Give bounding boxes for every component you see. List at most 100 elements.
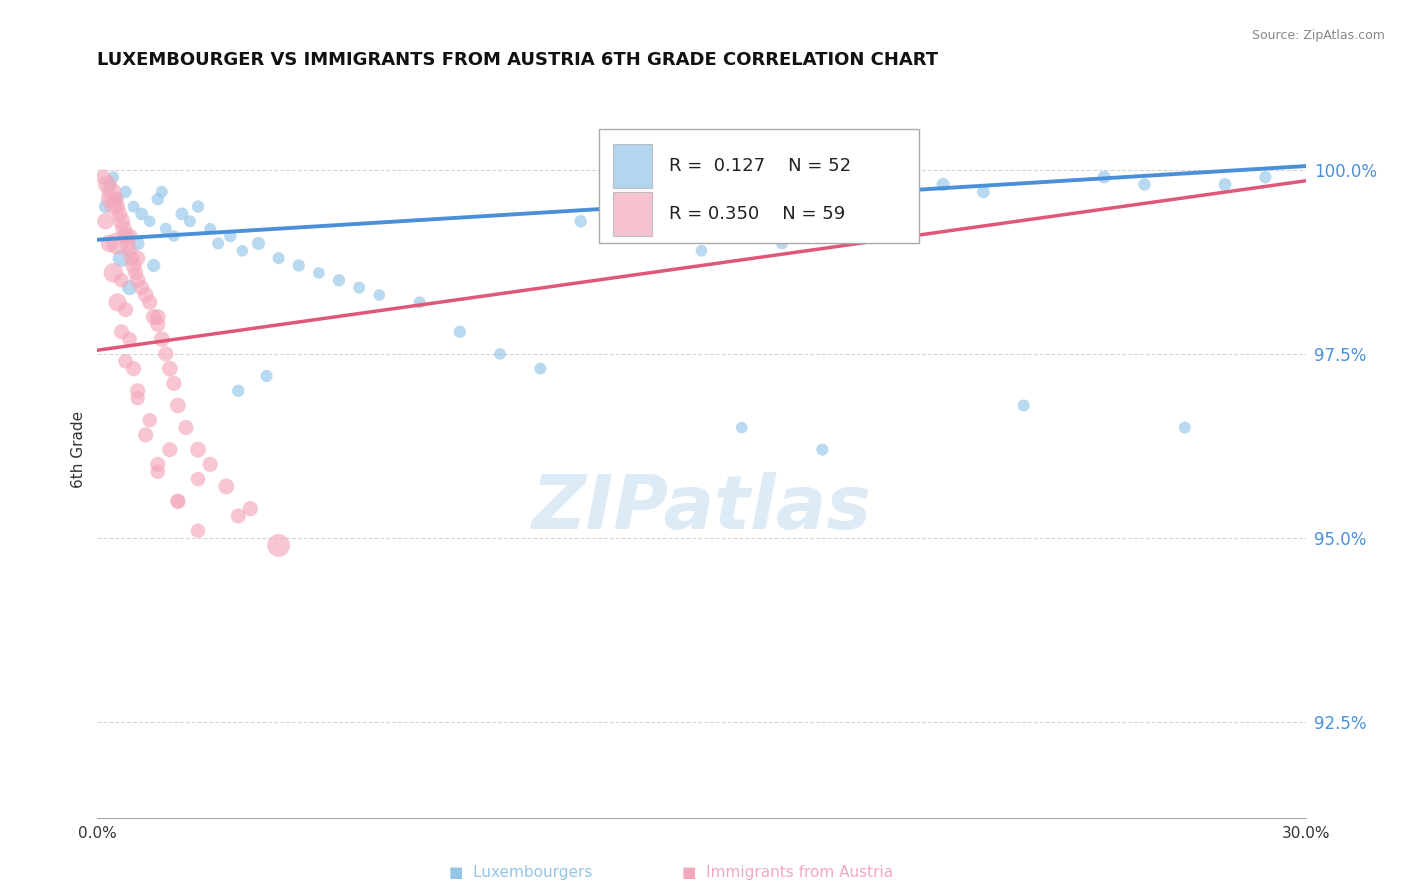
- Point: [146, 192, 169, 206]
- Text: R =  0.127    N = 52: R = 0.127 N = 52: [669, 157, 851, 175]
- Point: [107, 200, 129, 214]
- Text: Source: ZipAtlas.com: Source: ZipAtlas.com: [1251, 29, 1385, 42]
- Point: [121, 251, 143, 265]
- Point: [1133, 178, 1156, 192]
- Point: [122, 259, 145, 273]
- Point: [187, 200, 209, 214]
- Point: [100, 185, 122, 199]
- Point: [247, 236, 270, 251]
- Point: [98, 192, 121, 206]
- Point: [174, 420, 197, 434]
- Point: [138, 295, 160, 310]
- Point: [1254, 170, 1277, 185]
- Point: [114, 302, 136, 317]
- Point: [93, 170, 115, 185]
- Point: [167, 494, 190, 508]
- Point: [215, 479, 238, 493]
- Point: [138, 413, 160, 427]
- Point: [146, 465, 169, 479]
- Point: [114, 354, 136, 368]
- Point: [731, 420, 754, 434]
- Point: [1092, 170, 1115, 185]
- Point: [170, 207, 193, 221]
- Point: [103, 266, 125, 280]
- Point: [114, 229, 136, 244]
- Point: [167, 494, 190, 508]
- FancyBboxPatch shape: [613, 192, 652, 236]
- Point: [167, 399, 190, 413]
- Point: [135, 428, 157, 442]
- Point: [122, 200, 145, 214]
- Point: [1213, 178, 1236, 192]
- Point: [159, 361, 181, 376]
- Point: [159, 442, 181, 457]
- Point: [124, 266, 146, 280]
- Text: R = 0.350    N = 59: R = 0.350 N = 59: [669, 205, 845, 223]
- Point: [1174, 420, 1197, 434]
- Point: [107, 192, 129, 206]
- Point: [198, 221, 221, 235]
- Point: [449, 325, 471, 339]
- Point: [256, 369, 278, 384]
- Point: [103, 200, 125, 214]
- Point: [187, 442, 209, 457]
- Point: [98, 236, 121, 251]
- Point: [408, 295, 430, 310]
- Point: [138, 214, 160, 228]
- Y-axis label: 6th Grade: 6th Grade: [72, 411, 86, 488]
- Point: [489, 347, 512, 361]
- Text: LUXEMBOURGER VS IMMIGRANTS FROM AUSTRIA 6TH GRADE CORRELATION CHART: LUXEMBOURGER VS IMMIGRANTS FROM AUSTRIA …: [97, 51, 938, 69]
- Point: [127, 384, 149, 398]
- Point: [155, 347, 177, 361]
- Point: [96, 178, 118, 192]
- Point: [155, 221, 177, 235]
- Point: [1012, 399, 1035, 413]
- Point: [110, 325, 132, 339]
- Point: [108, 207, 131, 221]
- Point: [107, 236, 129, 251]
- Point: [163, 376, 186, 391]
- Point: [127, 236, 149, 251]
- FancyBboxPatch shape: [599, 129, 920, 244]
- Point: [131, 280, 153, 294]
- Point: [529, 361, 551, 376]
- Point: [150, 185, 173, 199]
- Point: [207, 236, 229, 251]
- Point: [118, 229, 141, 244]
- Point: [127, 391, 149, 405]
- Point: [163, 229, 186, 244]
- Point: [179, 214, 201, 228]
- Point: [146, 318, 169, 332]
- Point: [122, 361, 145, 376]
- Point: [347, 280, 370, 294]
- Point: [110, 214, 132, 228]
- Point: [610, 221, 633, 235]
- Point: [368, 288, 391, 302]
- Point: [118, 280, 141, 294]
- Point: [146, 310, 169, 324]
- Point: [104, 192, 127, 206]
- Point: [650, 229, 672, 244]
- Point: [94, 200, 117, 214]
- Point: [239, 501, 262, 516]
- Point: [308, 266, 330, 280]
- Point: [690, 244, 713, 258]
- Text: ■  Immigrants from Austria: ■ Immigrants from Austria: [682, 865, 893, 880]
- Point: [198, 458, 221, 472]
- Point: [187, 472, 209, 486]
- Point: [287, 259, 309, 273]
- Point: [219, 229, 242, 244]
- FancyBboxPatch shape: [613, 144, 652, 188]
- Point: [110, 251, 132, 265]
- Point: [569, 214, 592, 228]
- Point: [94, 214, 117, 228]
- Point: [118, 244, 141, 258]
- Point: [118, 332, 141, 346]
- Point: [107, 295, 129, 310]
- Point: [811, 442, 834, 457]
- Text: ZIPatlas: ZIPatlas: [531, 472, 872, 545]
- Point: [127, 273, 149, 287]
- Point: [112, 221, 135, 235]
- Point: [231, 244, 253, 258]
- Point: [267, 538, 290, 552]
